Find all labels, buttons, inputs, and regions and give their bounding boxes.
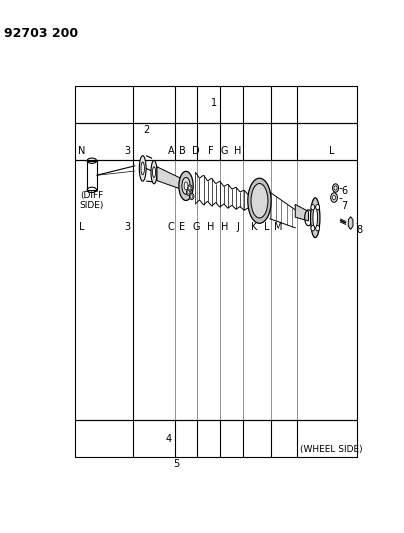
Text: N: N <box>78 147 85 157</box>
Circle shape <box>186 189 191 196</box>
Text: K: K <box>250 222 257 232</box>
Circle shape <box>332 196 336 200</box>
Ellipse shape <box>313 207 318 228</box>
Circle shape <box>332 184 339 192</box>
Ellipse shape <box>151 160 157 184</box>
Text: 4: 4 <box>166 434 172 444</box>
Circle shape <box>191 195 193 198</box>
Circle shape <box>311 205 315 210</box>
Text: L: L <box>79 222 84 232</box>
Circle shape <box>311 225 315 231</box>
Text: B: B <box>179 147 185 157</box>
Text: D: D <box>192 147 200 157</box>
Ellipse shape <box>152 167 156 177</box>
Circle shape <box>330 193 337 203</box>
Text: G: G <box>221 147 228 157</box>
Circle shape <box>187 191 190 194</box>
Text: H: H <box>221 222 228 232</box>
Text: 1: 1 <box>211 98 217 108</box>
Text: (DIFF
SIDE): (DIFF SIDE) <box>80 190 104 210</box>
Ellipse shape <box>248 178 271 223</box>
Circle shape <box>316 205 320 210</box>
Ellipse shape <box>141 162 144 175</box>
Bar <box>75 123 358 160</box>
Circle shape <box>187 185 192 191</box>
Ellipse shape <box>179 171 193 200</box>
Ellipse shape <box>184 182 188 190</box>
Text: E: E <box>179 222 185 232</box>
Polygon shape <box>157 167 182 190</box>
Text: 5: 5 <box>173 459 180 469</box>
Bar <box>75 420 358 457</box>
Text: 7: 7 <box>341 200 347 211</box>
Text: F: F <box>208 147 213 157</box>
Polygon shape <box>348 216 353 229</box>
Circle shape <box>316 225 320 231</box>
Text: L: L <box>329 147 335 157</box>
Text: G: G <box>192 222 200 232</box>
Text: J: J <box>237 222 240 232</box>
Bar <box>87 161 97 190</box>
Bar <box>75 160 358 420</box>
Bar <box>75 86 358 123</box>
Text: H: H <box>234 147 242 157</box>
Text: 2: 2 <box>143 125 149 135</box>
Ellipse shape <box>251 183 268 218</box>
Text: 3: 3 <box>124 222 131 232</box>
Ellipse shape <box>311 198 320 238</box>
Polygon shape <box>295 205 308 221</box>
Circle shape <box>189 193 194 200</box>
Text: H: H <box>207 222 214 232</box>
Text: 6: 6 <box>341 185 347 196</box>
Text: C: C <box>168 222 174 232</box>
Text: 92703 200: 92703 200 <box>4 27 78 39</box>
Circle shape <box>189 187 191 190</box>
Text: 8: 8 <box>356 225 362 236</box>
Text: A: A <box>168 147 174 157</box>
Circle shape <box>334 186 337 190</box>
Text: (WHEEL SIDE): (WHEEL SIDE) <box>301 445 363 454</box>
Ellipse shape <box>182 177 190 195</box>
Ellipse shape <box>139 156 146 181</box>
Text: M: M <box>274 222 282 232</box>
Text: 3: 3 <box>124 147 131 157</box>
Text: L: L <box>264 222 270 232</box>
